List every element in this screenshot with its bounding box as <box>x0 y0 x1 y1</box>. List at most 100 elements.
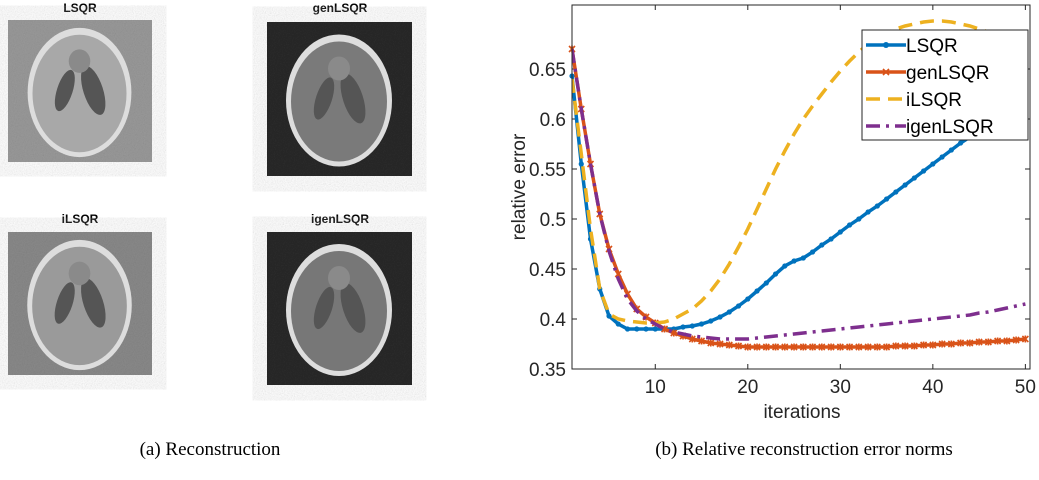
chart: 0.35 0.4 0.45 0.5 0.55 0.6 0.65 10 20 30 40 50 itera… <box>509 4 1036 423</box>
panel-title: iLSQR <box>62 212 99 226</box>
marker <box>901 342 909 350</box>
x-tick-label: 10 <box>645 377 666 398</box>
legend-marker <box>883 42 889 48</box>
marker <box>828 236 834 242</box>
marker <box>716 340 724 348</box>
legend-label: igenLSQR <box>906 117 994 138</box>
y-axis-label: relative error <box>509 133 530 240</box>
marker <box>911 175 917 181</box>
marker <box>846 343 854 351</box>
marker <box>643 326 649 332</box>
marker <box>771 343 780 351</box>
x-tick-label: 20 <box>737 377 758 398</box>
marker <box>929 341 937 349</box>
marker <box>902 182 908 188</box>
marker <box>930 161 936 167</box>
marker <box>873 343 881 351</box>
y-tick-label: 0.35 <box>529 360 566 381</box>
legend-label: iLSQR <box>906 90 962 111</box>
marker <box>920 341 928 349</box>
marker <box>624 326 631 332</box>
marker <box>910 342 918 350</box>
panel-title: LSQR <box>63 1 97 15</box>
marker <box>984 338 992 346</box>
marker <box>753 343 761 351</box>
y-tick-label: 0.6 <box>540 110 566 131</box>
marker <box>883 196 890 202</box>
marker <box>615 321 621 327</box>
marker <box>763 280 769 286</box>
marker <box>697 337 706 345</box>
y-tick-label: 0.5 <box>540 210 566 231</box>
marker <box>578 161 584 167</box>
marker <box>799 343 807 351</box>
marker <box>606 313 612 319</box>
marker <box>791 258 797 264</box>
image <box>27 27 132 158</box>
marker <box>707 339 715 347</box>
y-tick-label: 0.55 <box>529 160 566 181</box>
panels: LSQR genLSQR iLSQR igenLSQR <box>8 1 412 385</box>
marker <box>671 326 677 332</box>
marker <box>947 340 955 348</box>
marker <box>893 189 899 195</box>
marker <box>1021 335 1029 343</box>
y-tick-label: 0.4 <box>540 310 567 331</box>
marker <box>819 242 825 248</box>
legend-box <box>861 29 1029 141</box>
marker <box>939 154 945 160</box>
x-tick-label: 50 <box>1015 377 1036 398</box>
marker <box>827 343 835 351</box>
marker <box>800 255 806 261</box>
marker <box>883 343 891 351</box>
marker <box>717 314 723 320</box>
image <box>286 34 392 167</box>
x-tick-label: 40 <box>922 377 943 398</box>
marker <box>846 222 853 228</box>
marker <box>818 343 826 351</box>
marker <box>772 271 779 277</box>
marker <box>762 343 770 351</box>
legend-label: LSQR <box>906 36 958 57</box>
marker <box>865 209 871 215</box>
axes-box <box>571 4 1031 370</box>
marker <box>856 216 862 222</box>
marker <box>864 343 872 351</box>
marker <box>892 342 900 350</box>
image <box>27 239 132 371</box>
marker <box>698 321 705 327</box>
marker <box>652 326 658 332</box>
marker <box>754 288 760 294</box>
marker <box>725 341 733 349</box>
marker <box>994 337 1002 345</box>
marker <box>634 326 640 332</box>
x-tick-label: 30 <box>830 377 851 398</box>
marker <box>734 342 743 350</box>
marker <box>975 338 983 346</box>
marker <box>745 296 751 302</box>
marker <box>680 324 686 330</box>
marker <box>726 309 732 315</box>
panel-title: genLSQR <box>313 1 368 15</box>
marker <box>957 339 965 347</box>
marker <box>689 323 695 329</box>
marker <box>809 343 817 351</box>
marker <box>1012 336 1020 344</box>
marker <box>708 318 714 324</box>
marker <box>790 343 798 351</box>
marker <box>948 147 954 153</box>
y-tick-label: 0.65 <box>529 60 566 81</box>
marker <box>966 339 974 347</box>
marker <box>744 343 752 351</box>
marker <box>1003 337 1011 345</box>
marker <box>809 249 816 255</box>
marker <box>855 343 863 351</box>
marker <box>735 303 742 309</box>
marker <box>958 140 964 146</box>
legend-marker <box>882 68 890 76</box>
series-line <box>572 19 1026 325</box>
y-tick-label: 0.45 <box>529 260 566 281</box>
marker <box>874 203 880 209</box>
panel-title: igenLSQR <box>311 212 369 226</box>
